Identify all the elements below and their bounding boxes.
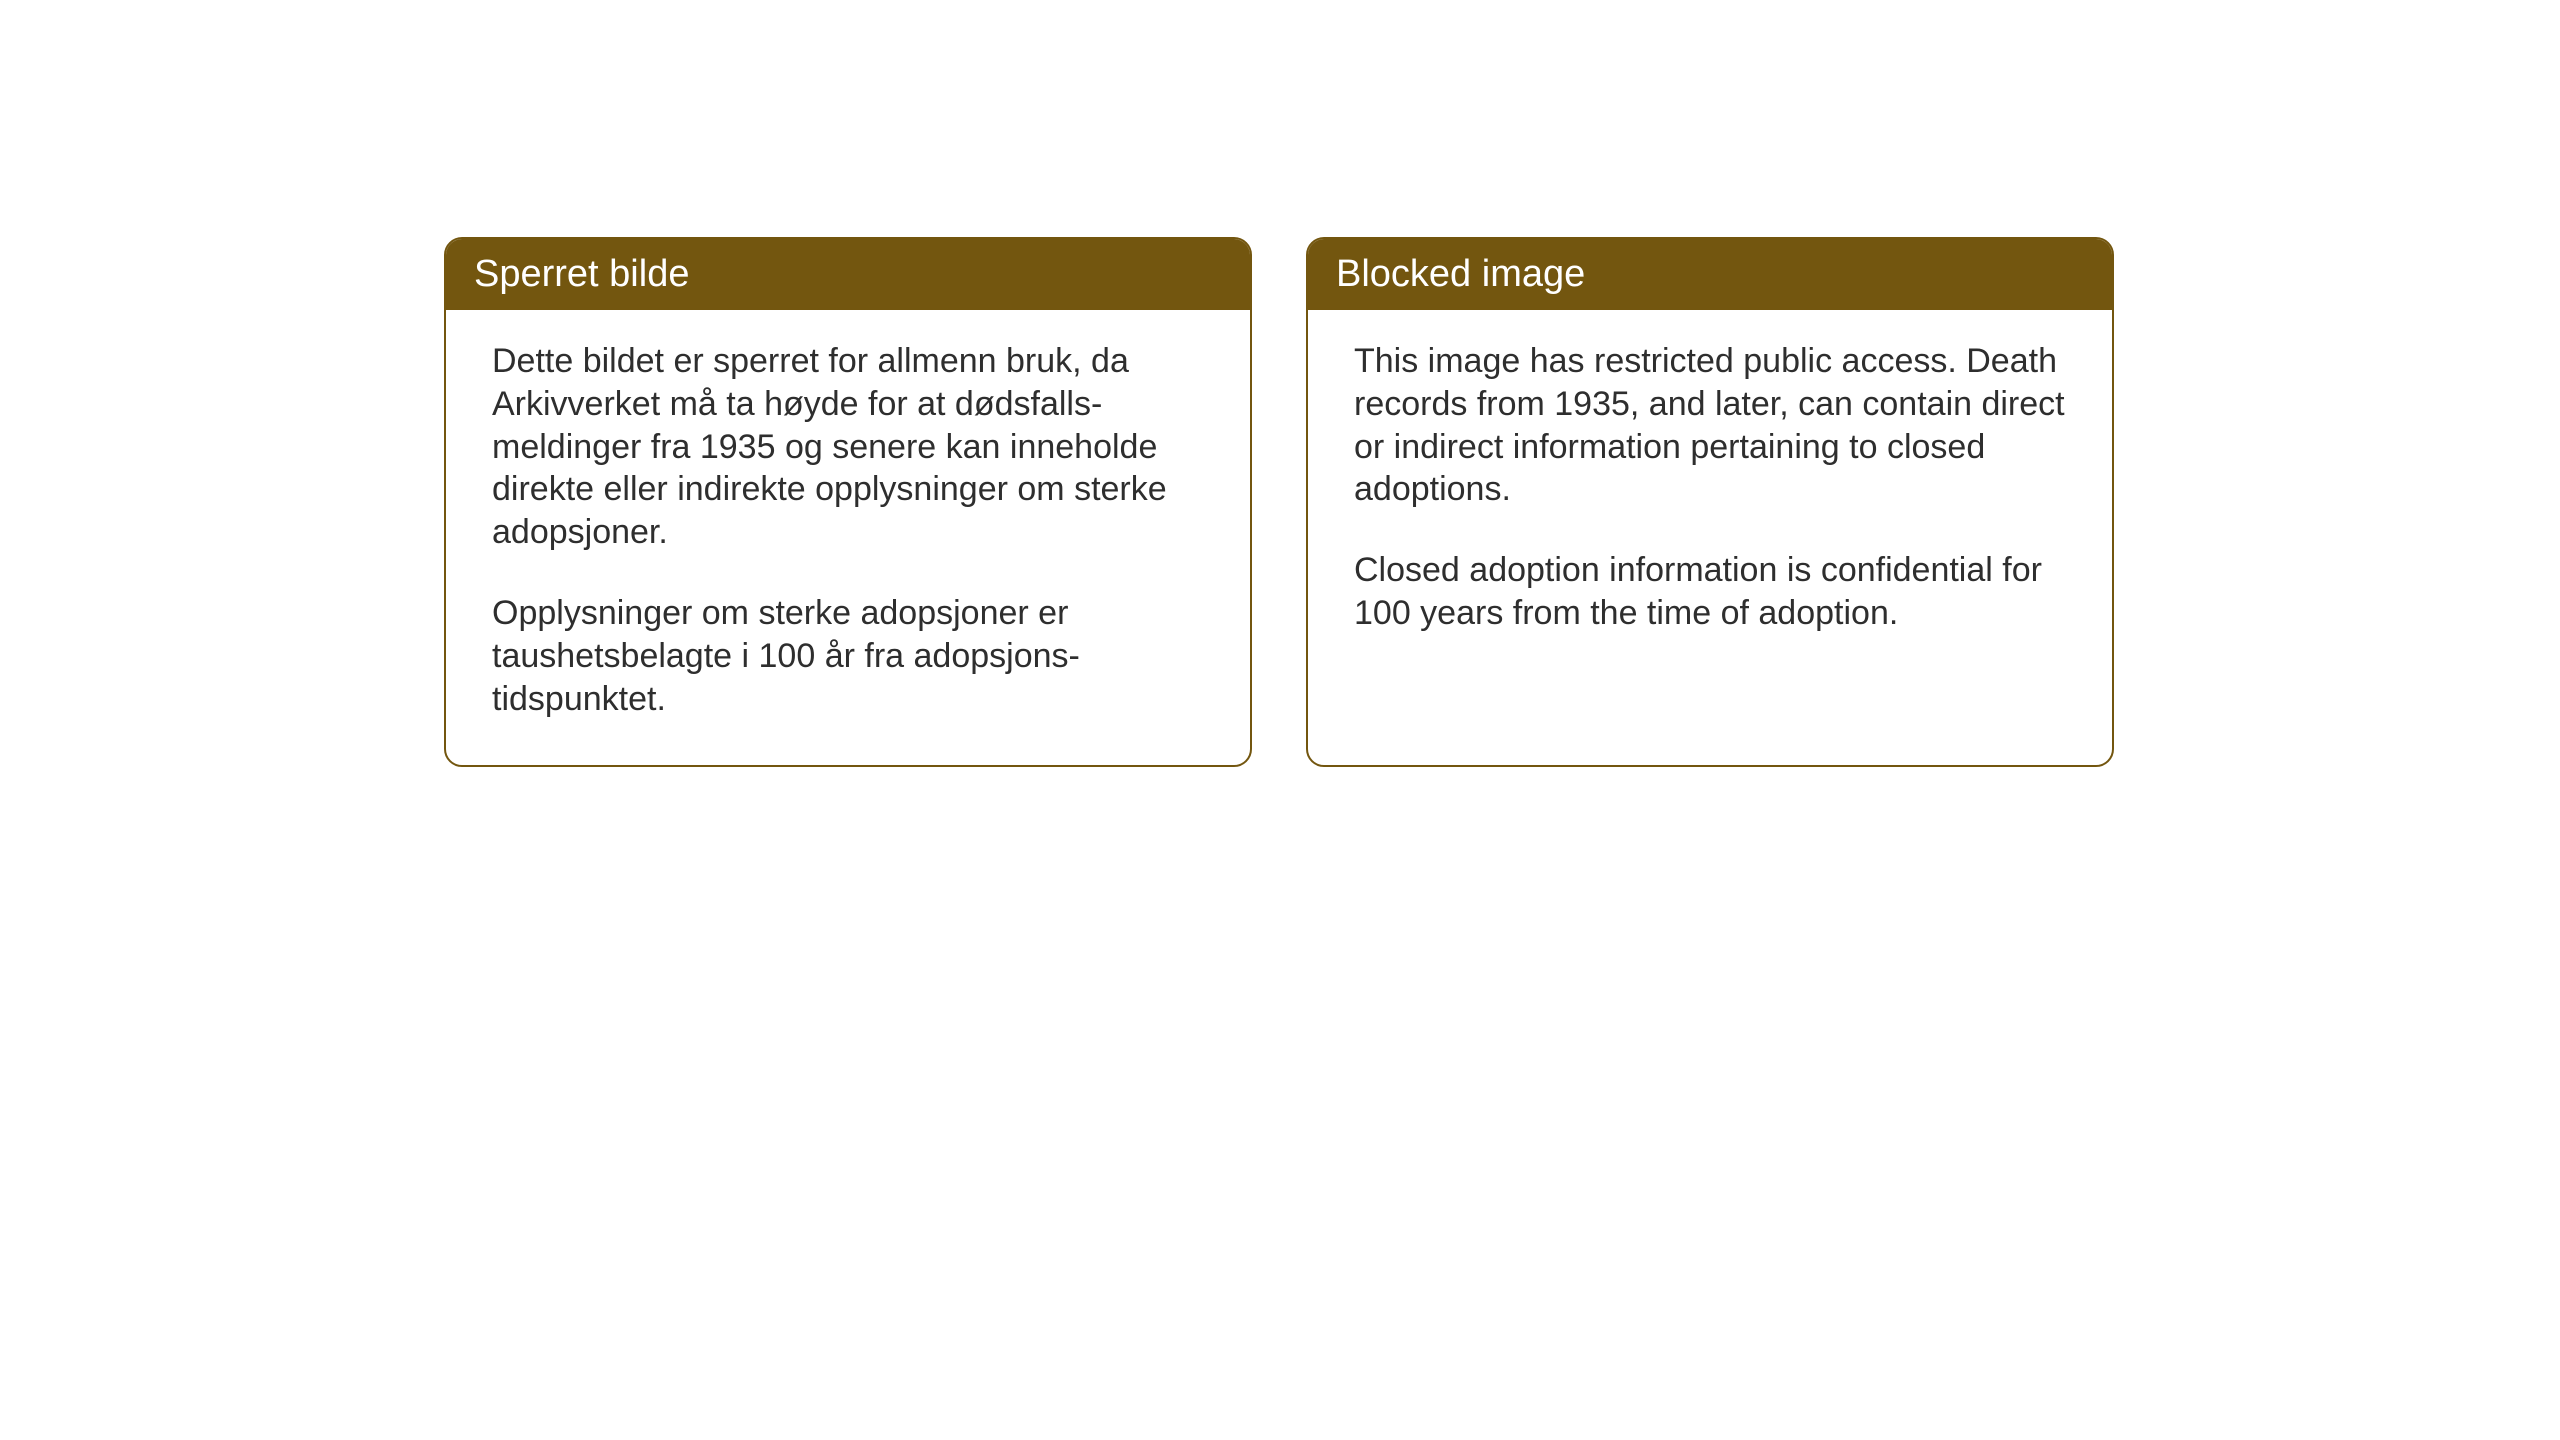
notice-paragraph-2-english: Closed adoption information is confident… — [1354, 549, 2066, 635]
notice-card-english: Blocked image This image has restricted … — [1306, 237, 2114, 767]
notice-paragraph-1-norwegian: Dette bildet er sperret for allmenn bruk… — [492, 340, 1204, 554]
notice-paragraph-2-norwegian: Opplysninger om sterke adopsjoner er tau… — [492, 592, 1204, 720]
notice-container: Sperret bilde Dette bildet er sperret fo… — [444, 237, 2114, 767]
notice-title-norwegian: Sperret bilde — [474, 253, 689, 295]
notice-body-english: This image has restricted public access.… — [1308, 310, 2112, 679]
notice-header-english: Blocked image — [1308, 239, 2112, 310]
notice-body-norwegian: Dette bildet er sperret for allmenn bruk… — [446, 310, 1250, 765]
notice-card-norwegian: Sperret bilde Dette bildet er sperret fo… — [444, 237, 1252, 767]
notice-header-norwegian: Sperret bilde — [446, 239, 1250, 310]
notice-paragraph-1-english: This image has restricted public access.… — [1354, 340, 2066, 511]
notice-title-english: Blocked image — [1336, 253, 1585, 295]
